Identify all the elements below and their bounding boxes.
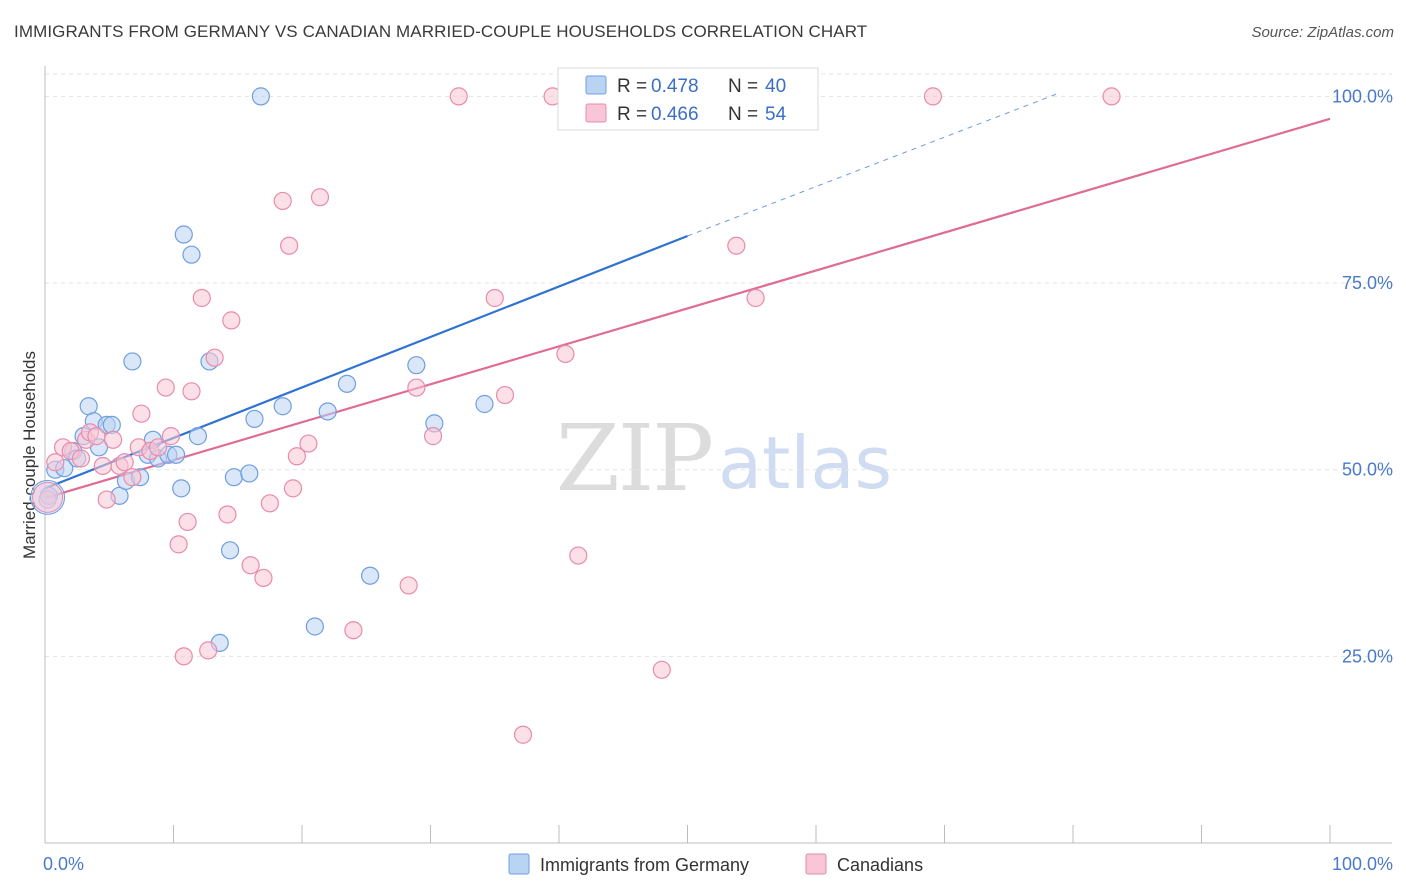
- point-germany: [318, 402, 337, 421]
- y-tick-labels: 25.0% 50.0% 75.0% 100.0%: [1332, 86, 1393, 666]
- point-canadians: [182, 382, 201, 401]
- point-germany: [123, 352, 142, 371]
- legend: R = 0.478 N = 40 R = 0.466 N = 54: [557, 67, 819, 131]
- point-germany: [224, 468, 243, 487]
- point-canadians: [93, 456, 112, 476]
- x-tick-label: 0.0%: [43, 854, 84, 874]
- zipatlas-watermark: ZIP atlas: [556, 405, 892, 512]
- point-germany: [337, 374, 357, 393]
- bottom-legend-label-germany: Immigrants from Germany: [540, 855, 749, 875]
- legend-r-label-germany: R =: [617, 76, 647, 97]
- point-canadians: [87, 427, 106, 446]
- point-canadians: [407, 378, 426, 397]
- legend-r-value-germany: 0.478: [651, 76, 699, 97]
- legend-r-value-canadians: 0.466: [651, 104, 699, 125]
- bottom-legend-swatch-germany: [508, 853, 530, 875]
- point-germany: [251, 87, 270, 106]
- point-canadians: [254, 568, 273, 588]
- watermark-zip: ZIP: [556, 405, 712, 512]
- point-canadians: [205, 348, 224, 367]
- point-canadians: [569, 546, 588, 565]
- y-tick-label: 100.0%: [1332, 86, 1393, 106]
- point-canadians: [399, 576, 418, 595]
- point-germany: [240, 464, 259, 483]
- point-germany: [475, 394, 494, 414]
- point-canadians: [222, 311, 241, 330]
- point-canadians: [485, 288, 504, 308]
- point-germany: [166, 445, 186, 464]
- point-canadians: [299, 434, 318, 453]
- point-canadians: [178, 512, 197, 532]
- point-canadians: [344, 621, 363, 640]
- y-tick-label: 75.0%: [1342, 273, 1393, 293]
- point-germany: [174, 225, 193, 244]
- watermark-atlas: atlas: [718, 421, 892, 505]
- legend-n-label-canadians: N =: [728, 104, 758, 125]
- point-germany: [305, 617, 324, 636]
- point-germany: [182, 245, 201, 264]
- point-canadians: [46, 453, 65, 472]
- point-canadians: [495, 385, 515, 405]
- point-canadians: [280, 236, 299, 255]
- point-germany-large: [30, 479, 66, 515]
- point-germany: [273, 397, 292, 416]
- point-canadians: [218, 505, 237, 524]
- point-canadians: [727, 236, 746, 255]
- point-canadians: [746, 288, 765, 308]
- bottom-legend-label-canadians: Canadians: [837, 855, 923, 875]
- point-canadians: [423, 427, 443, 446]
- axes: [44, 66, 1392, 844]
- point-canadians: [161, 427, 181, 446]
- y-tick-label: 50.0%: [1342, 460, 1393, 480]
- point-canadians: [923, 87, 943, 106]
- x-tick-labels: 0.0% 100.0%: [43, 854, 1393, 874]
- point-canadians: [104, 430, 123, 449]
- point-canadians: [310, 188, 330, 207]
- point-canadians: [260, 494, 279, 513]
- point-canadians: [199, 641, 218, 660]
- legend-swatch-germany: [585, 75, 607, 95]
- trend-line-germany-extension: [687, 92, 1061, 237]
- legend-n-label-germany: N =: [728, 76, 758, 97]
- point-canadians: [174, 647, 193, 666]
- point-canadians: [148, 438, 168, 457]
- legend-n-value-germany: 40: [765, 76, 786, 97]
- point-germany: [245, 409, 264, 429]
- point-canadians: [71, 449, 91, 468]
- point-canadians: [97, 490, 116, 509]
- point-canadians: [192, 288, 211, 308]
- point-canadians: [449, 87, 468, 106]
- point-canadians-large: [32, 481, 64, 513]
- point-canadians: [283, 479, 303, 498]
- bottom-legend-swatch-canadians: [805, 853, 827, 875]
- point-canadians: [169, 535, 188, 554]
- point-canadians: [1102, 87, 1121, 106]
- legend-swatch-canadians: [585, 103, 607, 123]
- point-canadians: [115, 453, 134, 472]
- legend-r-label-canadians: R =: [617, 104, 647, 125]
- point-germany: [172, 479, 191, 498]
- chart-source: Source: ZipAtlas.com: [1251, 24, 1394, 41]
- point-canadians: [556, 344, 575, 364]
- point-canadians: [123, 468, 142, 487]
- bottom-legend: Immigrants from Germany Canadians: [508, 853, 923, 875]
- point-germany: [407, 356, 426, 375]
- legend-n-value-canadians: 54: [765, 104, 787, 125]
- point-canadians: [273, 191, 292, 211]
- point-germany: [220, 541, 240, 560]
- point-canadians: [156, 378, 175, 397]
- point-canadians: [652, 660, 671, 679]
- point-germany: [361, 566, 380, 585]
- point-canadians: [287, 447, 306, 466]
- point-germany: [188, 427, 208, 446]
- point-canadians: [132, 404, 151, 423]
- y-tick-label: 25.0%: [1342, 646, 1393, 666]
- chart-title: IMMIGRANTS FROM GERMANY VS CANADIAN MARR…: [14, 22, 868, 41]
- trend-line-canadians: [44, 117, 1331, 500]
- point-canadians: [513, 725, 533, 744]
- x-tick-label: 100.0%: [1332, 854, 1393, 874]
- point-canadians: [241, 556, 260, 575]
